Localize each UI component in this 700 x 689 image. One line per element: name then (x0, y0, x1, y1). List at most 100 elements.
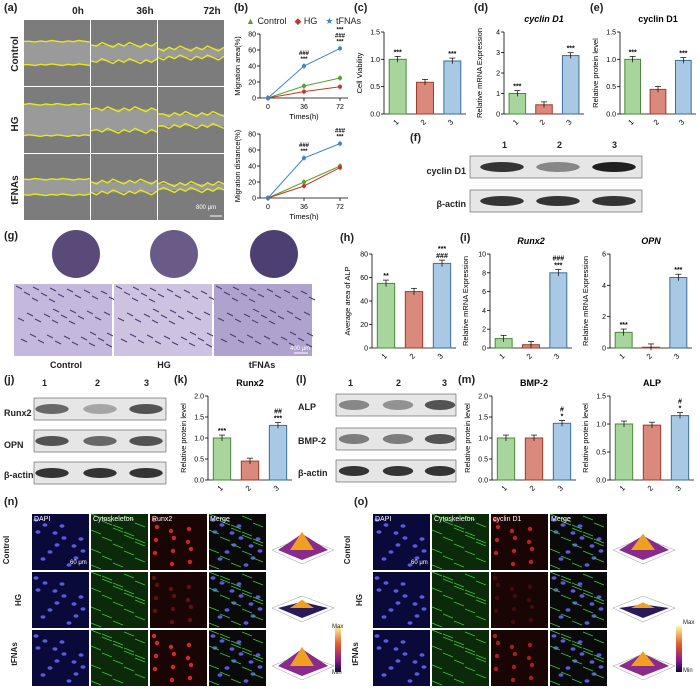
actin-fiber (442, 636, 454, 642)
panel-label-g: (g) (4, 230, 19, 242)
marker-signal (493, 608, 499, 614)
actin-fiber (475, 673, 487, 679)
marker-signal (153, 595, 159, 601)
nucleus (570, 531, 576, 535)
panel-label-o: (o) (354, 496, 369, 508)
marker-signal (527, 584, 533, 590)
actin-fiber (90, 564, 102, 570)
actin-fiber (582, 550, 594, 556)
nucleus (59, 640, 65, 644)
y-tick-label: 8 (482, 270, 486, 277)
chart-title: Runx2 (517, 236, 545, 246)
nucleus (579, 652, 585, 656)
actin-fiber (230, 543, 242, 549)
blot-bands-l (335, 393, 457, 483)
nucleus (589, 602, 595, 606)
actin-fiber (134, 580, 146, 586)
chart-title: cyclin D1 (524, 14, 564, 24)
y-tick-label: 0.5 (370, 84, 380, 91)
category-label: 2 (538, 118, 547, 127)
category-label: 2 (645, 352, 654, 361)
panel-label-l: (l) (296, 374, 307, 386)
actin-fiber (241, 650, 253, 656)
blot-band (35, 436, 69, 446)
actin-fiber (101, 671, 113, 677)
scratch-edge (90, 127, 158, 134)
y-tick-label: 1 (496, 91, 500, 98)
actin-fiber (442, 575, 454, 581)
actin-fiber (560, 520, 572, 526)
chart-runx2-mrna: Runx2 0 2 4 6 8 10 Relative mRNA Expression 1 2 3 #… (461, 236, 572, 361)
marker-signal (186, 642, 192, 648)
actin-fiber (453, 620, 465, 626)
marker-signal (494, 653, 500, 659)
actin-fiber (219, 613, 231, 619)
actin-fiber (134, 657, 146, 663)
nucleus (402, 652, 408, 656)
marker-signal (510, 619, 516, 625)
g-label-control: Control (50, 360, 82, 370)
nucleus (395, 543, 401, 547)
y-tick-label: 1.0 (596, 422, 606, 429)
y-tick-label: 0 (364, 346, 368, 353)
scratch-gap (91, 181, 157, 193)
bar-3 (552, 422, 572, 481)
nucleus (393, 589, 399, 593)
actin-fiber (208, 548, 220, 554)
nucleus (66, 621, 72, 625)
category-label: 2 (525, 352, 534, 361)
actin-fiber (252, 580, 264, 586)
actin-fiber (464, 573, 476, 579)
bar-2 (642, 424, 662, 481)
if-tile (491, 514, 548, 570)
actin-fiber (208, 629, 220, 635)
actin-fiber (453, 585, 465, 591)
actin-fiber (549, 564, 561, 570)
nucleus (54, 659, 60, 663)
actin-fiber (593, 638, 605, 644)
y-tick-label: 2 (482, 327, 486, 334)
blot-label-bmp2: BMP-2 (298, 436, 327, 446)
y-tick-label: 80 (248, 32, 256, 39)
alp-stain-fiber (288, 342, 296, 347)
actin-fiber (90, 664, 102, 670)
alp-stain-fiber (105, 343, 113, 348)
alp-stain-fiber (269, 309, 277, 314)
colorbar-o-max: Max (683, 620, 695, 626)
actin-fiber (252, 638, 264, 644)
category-label: 1 (216, 484, 225, 493)
actin-fiber (101, 636, 113, 642)
alp-stain-fiber (123, 291, 131, 296)
alp-stain-fiber (271, 341, 279, 346)
significance-mark: ### (299, 51, 310, 57)
marker-signal (151, 575, 157, 581)
scale-bar-o: 60 μm (411, 560, 428, 566)
alp-stain-fiber (31, 297, 39, 302)
time-label-36h: 36h (136, 6, 154, 17)
alp-stain-fiber (34, 318, 42, 323)
colorbar-n-min: Min (332, 670, 342, 676)
actin-fiber (123, 631, 135, 637)
nucleus (381, 673, 387, 677)
data-point (302, 64, 306, 68)
alp-stain-fiber (132, 286, 140, 291)
significance-mark: *** (620, 322, 628, 329)
actin-fiber (582, 531, 594, 537)
if-tile (550, 630, 607, 686)
actin-fiber (593, 657, 605, 663)
marker-signal (492, 575, 498, 581)
actin-fiber (241, 608, 253, 614)
actin-fiber (252, 654, 264, 660)
nucleus (243, 679, 249, 683)
y-tick-label: 1.5 (194, 415, 204, 422)
actin-fiber (571, 640, 583, 646)
actin-fiber (112, 582, 124, 588)
colorbar (335, 626, 341, 672)
actin-fiber (90, 645, 102, 651)
nucleus (551, 634, 557, 638)
actin-fiber (431, 629, 443, 635)
y-tick-label: 40 (248, 64, 256, 71)
scratch-gap (158, 114, 224, 126)
bar-3 (432, 262, 452, 349)
marker-signal (494, 595, 500, 601)
